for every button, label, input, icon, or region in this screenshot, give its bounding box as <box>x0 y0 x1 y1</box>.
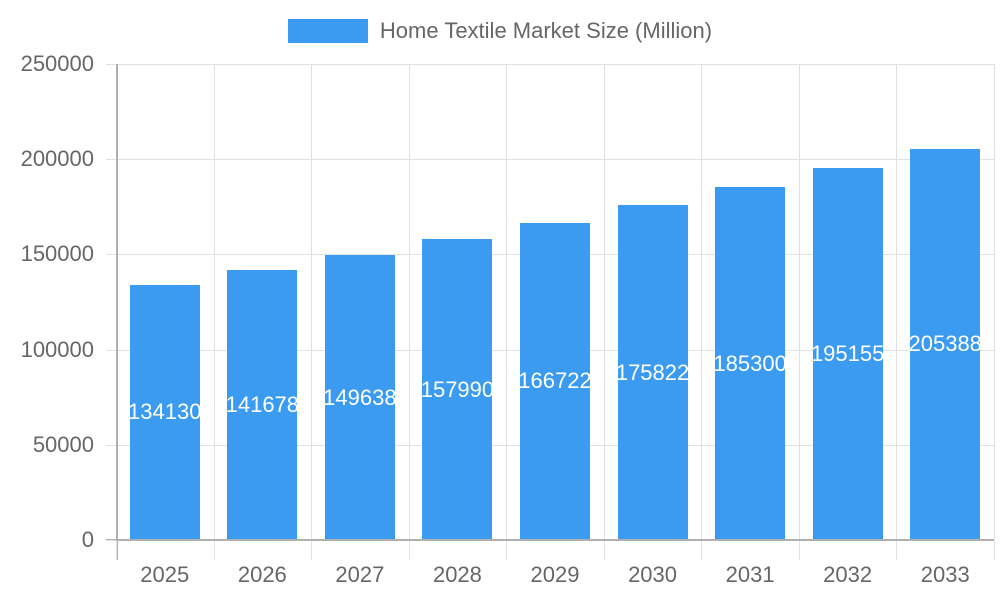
y-tick-label: 200000 <box>20 146 94 172</box>
gridline-vertical <box>603 64 605 540</box>
gridline-horizontal <box>116 64 994 65</box>
y-axis-line <box>116 64 118 560</box>
x-tick-label: 2030 <box>628 562 678 587</box>
legend-label: Home Textile Market Size (Million) <box>379 18 713 43</box>
plot-area: 134130 141678 149638 157990 166722 175822 1853… <box>116 64 995 541</box>
x-tick-label: 2031 <box>725 562 775 587</box>
gridline-vertical <box>798 64 800 540</box>
gridline-vertical <box>311 64 313 540</box>
bar-2029[interactable] <box>520 222 590 540</box>
bar-value-label: 175822 <box>615 359 690 385</box>
x-tick-label: 2027 <box>335 562 385 587</box>
bar-value-label: 195155 <box>810 341 885 367</box>
y-tick <box>106 444 116 446</box>
y-tick-label: 150000 <box>20 241 94 267</box>
bar-2030[interactable] <box>617 205 688 540</box>
bar-2027[interactable] <box>324 255 395 540</box>
x-tick <box>506 541 508 560</box>
x-tick <box>701 541 703 560</box>
bar-2028[interactable] <box>422 239 493 540</box>
y-tick <box>106 64 116 65</box>
x-tick <box>311 541 313 560</box>
bar-2032[interactable] <box>812 168 883 540</box>
x-tick <box>896 541 898 560</box>
x-tick <box>408 541 410 560</box>
gridline-vertical <box>408 64 410 540</box>
y-tick <box>106 254 116 256</box>
y-tick-label: 250000 <box>20 51 94 76</box>
x-tick-label: 2033 <box>920 562 970 587</box>
bar-2025[interactable] <box>129 284 200 540</box>
bar-value-label: 149638 <box>323 384 397 410</box>
x-tick <box>798 541 800 560</box>
x-tick-label: 2029 <box>530 562 580 587</box>
y-tick <box>106 159 116 161</box>
y-tick <box>106 540 116 541</box>
bar-value-label: 205388 <box>908 331 982 357</box>
x-tick <box>213 541 215 560</box>
bar-2033[interactable] <box>910 148 981 540</box>
gridline-vertical <box>213 64 215 540</box>
x-tick <box>994 541 995 560</box>
y-tick <box>106 349 116 351</box>
gridline-vertical <box>896 64 898 540</box>
bar-value-label: 134130 <box>128 399 202 425</box>
x-tick-label: 2032 <box>823 562 873 587</box>
x-tick-label: 2026 <box>237 562 287 587</box>
bar-value-label: 185300 <box>713 350 787 376</box>
bar-2026[interactable] <box>227 270 298 540</box>
gridline-vertical <box>701 64 703 540</box>
y-tick-label: 50000 <box>32 431 94 457</box>
chart-legend: Home Textile Market Size (Million) <box>0 18 1000 44</box>
x-axis-line <box>106 539 994 541</box>
y-tick-label: 100000 <box>20 336 94 362</box>
x-tick-label: 2028 <box>432 562 482 587</box>
gridline-vertical <box>994 64 995 540</box>
bar-value-label: 141678 <box>225 392 300 418</box>
x-tick <box>603 541 605 560</box>
x-tick <box>116 541 117 560</box>
gridline-vertical <box>506 64 508 540</box>
y-tick-label: 0 <box>81 527 94 552</box>
gridline-horizontal <box>116 159 994 161</box>
bar-value-label: 157990 <box>420 376 495 402</box>
bar-2031[interactable] <box>715 187 786 540</box>
bar-value-label: 166722 <box>518 368 592 394</box>
x-tick-label: 2025 <box>140 562 190 587</box>
legend-swatch[interactable] <box>287 19 368 43</box>
